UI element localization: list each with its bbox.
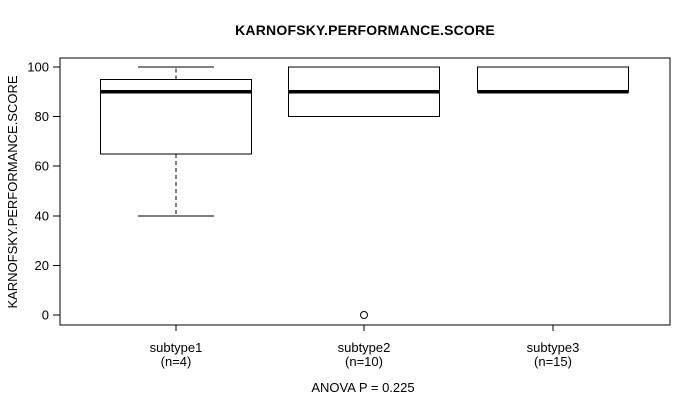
y-tick-label: 80 xyxy=(35,109,49,124)
x-group-sublabel: (n=4) xyxy=(161,354,192,369)
y-tick-label: 40 xyxy=(35,208,49,223)
y-axis-label: KARNOFSKY.PERFORMANCE.SCORE xyxy=(5,75,20,308)
y-tick-label: 20 xyxy=(35,258,49,273)
x-group-label: subtype2 xyxy=(338,340,391,355)
y-tick-label: 60 xyxy=(35,159,49,174)
chart-title: KARNOFSKY.PERFORMANCE.SCORE xyxy=(235,22,495,38)
plot-frame xyxy=(59,57,671,326)
plot-content: 0 20 40 60 80 100 subtype1(n=4) subtype2(n=10) s… xyxy=(27,60,629,369)
outlier-point xyxy=(360,311,368,319)
x-group-label: subtype3 xyxy=(527,340,580,355)
x-group-sublabel: (n=15) xyxy=(534,354,572,369)
y-tick-label: 0 xyxy=(42,308,49,323)
x-group-sublabel: (n=10) xyxy=(345,354,383,369)
x-group-label: subtype1 xyxy=(150,340,203,355)
y-tick-label: 100 xyxy=(27,60,49,75)
iqr-box xyxy=(477,66,629,93)
anova-annotation: ANOVA P = 0.225 xyxy=(311,380,414,395)
